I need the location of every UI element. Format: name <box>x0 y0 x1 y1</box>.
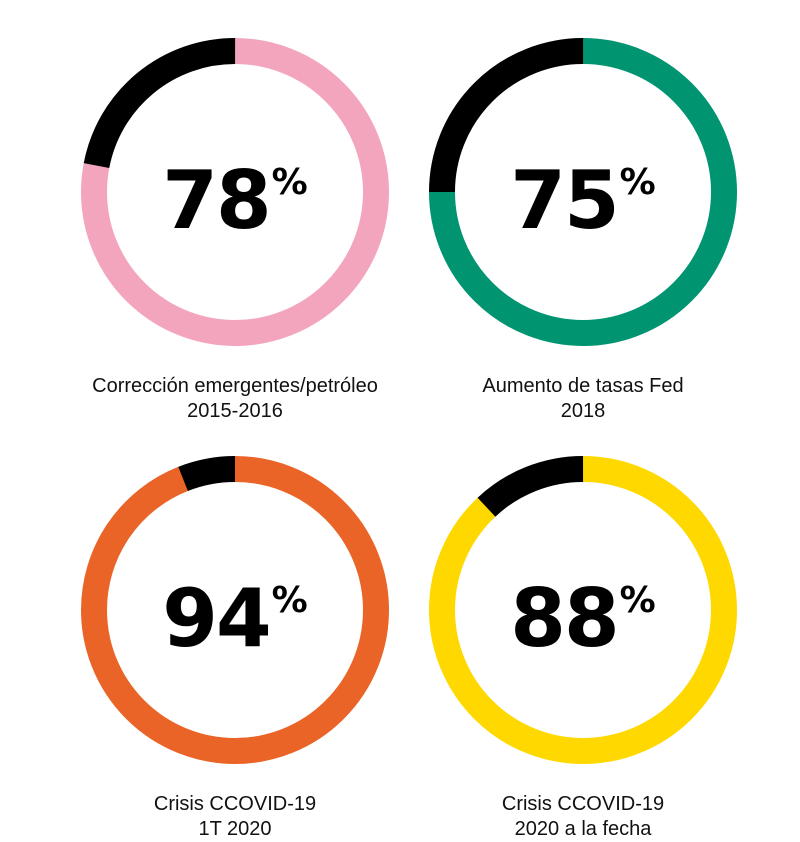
percentage-value: 94% <box>65 572 405 665</box>
chart-label: Crisis CCOVID-19 1T 2020 <box>45 792 425 842</box>
chart-label: Aumento de tasas Fed 2018 <box>393 374 773 424</box>
donut-chart-1: 78% Corrección emergentes/petróleo 2015-… <box>65 22 405 422</box>
chart-label-line2: 2018 <box>560 400 606 422</box>
percent-sign: % <box>271 162 308 203</box>
percentage-number: 94 <box>162 572 271 665</box>
percentage-value: 75% <box>413 154 753 247</box>
donut-svg <box>429 38 737 346</box>
chart-label-line1: Corrección emergentes/petróleo <box>92 375 378 397</box>
donut-remainder-arc <box>81 456 389 764</box>
donut-svg <box>81 456 389 764</box>
donut-svg <box>429 456 737 764</box>
chart-label-line1: Aumento de tasas Fed <box>482 375 684 397</box>
chart-label: Crisis CCOVID-19 2020 a la fecha <box>393 792 773 842</box>
percentage-value: 88% <box>413 572 753 665</box>
chart-label-line1: Crisis CCOVID-19 <box>153 793 317 815</box>
percentage-value: 78% <box>65 154 405 247</box>
chart-label: Corrección emergentes/petróleo 2015-2016 <box>45 374 425 424</box>
chart-label-line1: Crisis CCOVID-19 <box>501 793 665 815</box>
percentage-number: 78 <box>162 154 271 247</box>
percent-sign: % <box>619 580 656 621</box>
donut-chart-4: 88% Crisis CCOVID-19 2020 a la fecha <box>413 440 753 840</box>
percent-sign: % <box>271 580 308 621</box>
donut-svg <box>81 37 389 346</box>
percent-sign: % <box>619 162 656 203</box>
chart-label-line2: 1T 2020 <box>198 818 272 840</box>
donut-chart-2: 75% Aumento de tasas Fed 2018 <box>413 22 753 422</box>
chart-label-line2: 2015-2016 <box>187 400 283 422</box>
donut-chart-3: 94% Crisis CCOVID-19 1T 2020 <box>65 440 405 840</box>
chart-label-line2: 2020 a la fecha <box>514 818 652 840</box>
percentage-number: 75 <box>510 154 619 247</box>
donut-remainder-arc <box>429 38 737 346</box>
percentage-number: 88 <box>510 572 619 665</box>
donut-remainder-arc <box>81 37 389 346</box>
